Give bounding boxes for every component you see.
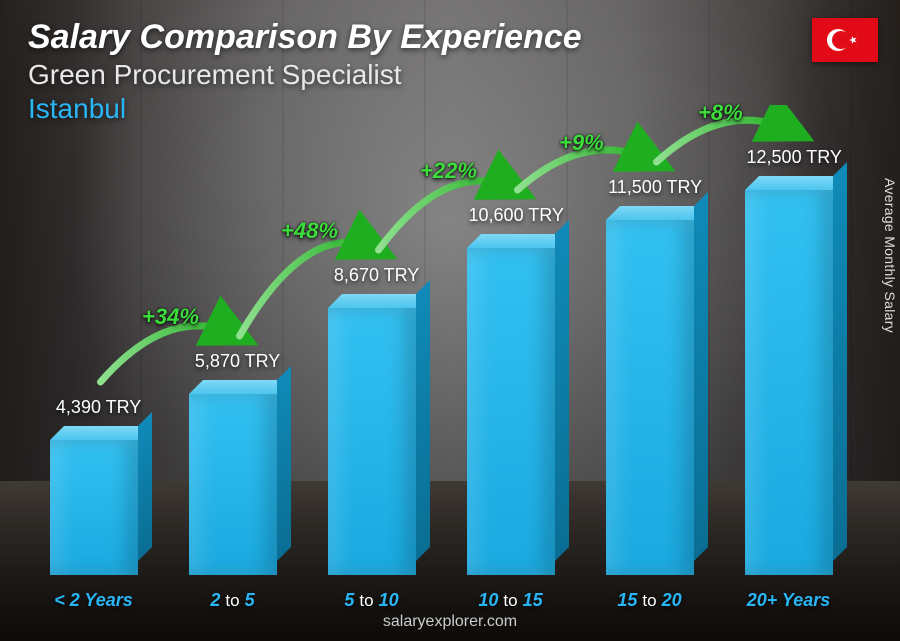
bar xyxy=(467,248,555,575)
bar-slot: 8,670 TRY5 to 10 xyxy=(314,105,429,575)
bar-value-label: 4,390 TRY xyxy=(56,397,141,418)
jump-percent-label: +34% xyxy=(142,304,199,330)
bar-value-label: 10,600 TRY xyxy=(469,205,564,226)
bar-value-label: 11,500 TRY xyxy=(608,177,702,198)
bar xyxy=(189,394,277,575)
category-label: 15 to 20 xyxy=(617,590,681,611)
bar-slot: 12,500 TRY20+ Years xyxy=(731,105,846,575)
bar-value-label: 5,870 TRY xyxy=(195,351,280,372)
page-title: Salary Comparison By Experience xyxy=(28,18,582,57)
footer-credit: salaryexplorer.com xyxy=(0,613,900,631)
jump-percent-label: +48% xyxy=(281,218,338,244)
y-axis-label: Average Monthly Salary xyxy=(882,178,898,333)
category-label: 5 to 10 xyxy=(344,590,398,611)
bar-slot: 4,390 TRY< 2 Years xyxy=(36,105,151,575)
category-label: < 2 Years xyxy=(54,590,133,611)
jump-percent-label: +22% xyxy=(420,158,477,184)
bar-value-label: 8,670 TRY xyxy=(334,265,419,286)
category-label: 2 to 5 xyxy=(210,590,254,611)
turkey-flag-icon xyxy=(812,18,878,62)
bar-slot: 11,500 TRY15 to 20 xyxy=(592,105,707,575)
jump-percent-label: +9% xyxy=(559,130,604,156)
bar xyxy=(50,440,138,575)
bar xyxy=(745,190,833,575)
bar-slot: 5,870 TRY2 to 5 xyxy=(175,105,290,575)
category-label: 10 to 15 xyxy=(478,590,542,611)
bar-value-label: 12,500 TRY xyxy=(747,147,842,168)
salary-bar-chart: 4,390 TRY< 2 Years5,870 TRY2 to 58,670 T… xyxy=(36,105,846,575)
jump-percent-label: +8% xyxy=(698,100,743,126)
category-label: 20+ Years xyxy=(747,590,831,611)
page-subtitle: Green Procurement Specialist xyxy=(28,59,582,91)
bar xyxy=(328,308,416,575)
bar xyxy=(606,220,694,575)
